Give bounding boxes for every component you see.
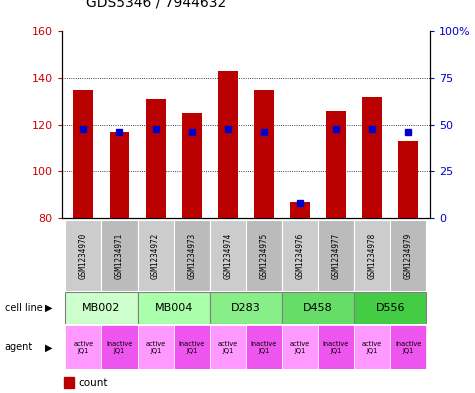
Bar — [66, 325, 102, 369]
Text: GSM1234970: GSM1234970 — [79, 232, 88, 279]
Text: count: count — [78, 378, 108, 387]
Text: GSM1234974: GSM1234974 — [223, 232, 232, 279]
Text: GSM1234978: GSM1234978 — [368, 232, 377, 279]
Bar — [138, 325, 174, 369]
Bar — [66, 292, 138, 324]
Bar — [390, 220, 426, 291]
Bar — [174, 220, 210, 291]
Bar — [66, 220, 102, 291]
Bar — [146, 99, 165, 218]
Text: agent: agent — [5, 342, 33, 353]
Bar — [246, 220, 282, 291]
Bar — [354, 220, 390, 291]
Text: active
JQ1: active JQ1 — [290, 341, 310, 354]
Text: GDS5346 / 7944632: GDS5346 / 7944632 — [86, 0, 226, 10]
Bar — [218, 71, 238, 218]
Bar — [138, 220, 174, 291]
Bar — [138, 292, 210, 324]
Bar — [210, 292, 282, 324]
Text: GSM1234971: GSM1234971 — [115, 232, 124, 279]
Bar — [64, 377, 74, 388]
Text: GSM1234976: GSM1234976 — [295, 232, 304, 279]
Text: inactive
JQ1: inactive JQ1 — [179, 341, 205, 354]
Bar — [246, 325, 282, 369]
Text: GSM1234973: GSM1234973 — [187, 232, 196, 279]
Text: MB004: MB004 — [154, 303, 193, 313]
Bar — [282, 220, 318, 291]
Text: ▶: ▶ — [45, 342, 53, 353]
Text: D283: D283 — [231, 303, 261, 313]
Bar — [102, 220, 138, 291]
Bar — [254, 90, 274, 218]
Text: D458: D458 — [303, 303, 333, 313]
Bar — [354, 325, 390, 369]
Text: cell line: cell line — [5, 303, 42, 313]
Bar — [290, 202, 310, 218]
Bar — [182, 113, 201, 218]
Text: inactive
JQ1: inactive JQ1 — [106, 341, 133, 354]
Bar — [210, 220, 246, 291]
Text: GSM1234972: GSM1234972 — [151, 232, 160, 279]
Text: ▶: ▶ — [45, 303, 53, 313]
Text: inactive
JQ1: inactive JQ1 — [323, 341, 349, 354]
Text: active
JQ1: active JQ1 — [145, 341, 166, 354]
Text: active
JQ1: active JQ1 — [362, 341, 382, 354]
Text: GSM1234977: GSM1234977 — [332, 232, 341, 279]
Text: GSM1234975: GSM1234975 — [259, 232, 268, 279]
Bar — [110, 132, 129, 218]
Bar — [399, 141, 418, 218]
Bar — [174, 325, 210, 369]
Bar — [390, 325, 426, 369]
Text: active
JQ1: active JQ1 — [73, 341, 94, 354]
Bar — [318, 325, 354, 369]
Text: inactive
JQ1: inactive JQ1 — [395, 341, 421, 354]
Bar — [210, 325, 246, 369]
Bar — [354, 292, 426, 324]
Text: inactive
JQ1: inactive JQ1 — [251, 341, 277, 354]
Bar — [318, 220, 354, 291]
Text: GSM1234979: GSM1234979 — [404, 232, 413, 279]
Text: active
JQ1: active JQ1 — [218, 341, 238, 354]
Bar — [326, 111, 346, 218]
Bar — [282, 325, 318, 369]
Text: MB002: MB002 — [82, 303, 121, 313]
Text: D556: D556 — [375, 303, 405, 313]
Bar — [74, 90, 93, 218]
Bar — [282, 292, 354, 324]
Bar — [362, 97, 382, 218]
Bar — [102, 325, 138, 369]
